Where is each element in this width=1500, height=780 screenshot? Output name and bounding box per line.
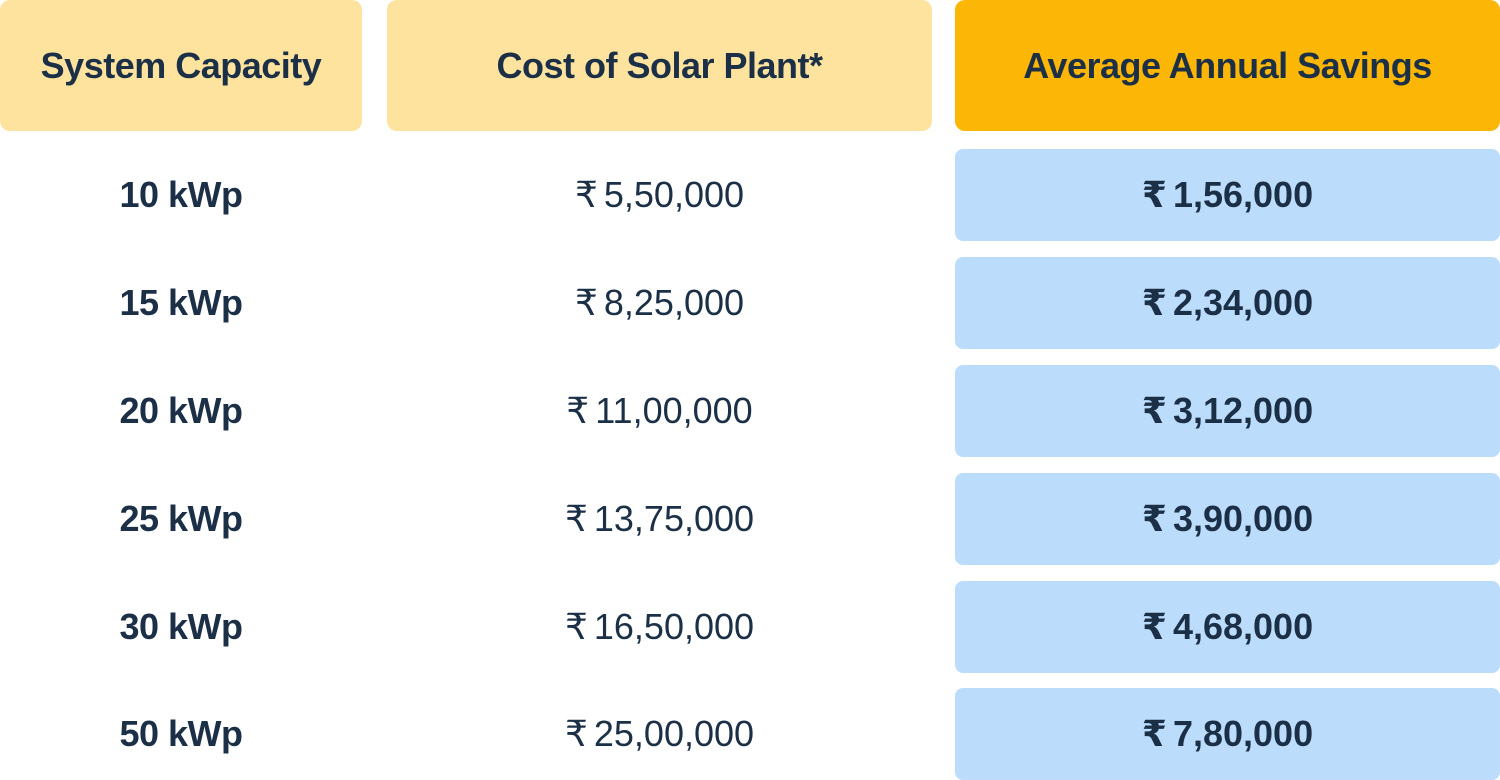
capacity-cell: 15 kWp <box>119 282 243 323</box>
rupee-symbol: ₹ <box>1141 390 1167 431</box>
table-row: 10 kWp ₹5,50,000 ₹1,56,000 <box>0 149 1500 241</box>
cost-value: 11,00,000 <box>595 390 753 431</box>
savings-value: 7,80,000 <box>1172 713 1314 754</box>
cost-value: 13,75,000 <box>593 498 755 539</box>
capacity-cell: 50 kWp <box>119 713 243 754</box>
savings-value: 1,56,000 <box>1172 174 1314 215</box>
rupee-symbol: ₹ <box>564 498 588 539</box>
table-row: 50 kWp ₹25,00,000 ₹7,80,000 <box>0 688 1500 780</box>
table-row: 15 kWp ₹8,25,000 ₹2,34,000 <box>0 257 1500 349</box>
savings-cell: ₹4,68,000 <box>955 581 1500 673</box>
savings-cell: ₹1,56,000 <box>955 149 1500 241</box>
capacity-cell: 20 kWp <box>119 390 243 431</box>
savings-cell: ₹3,12,000 <box>955 365 1500 457</box>
savings-cell: ₹7,80,000 <box>955 688 1500 780</box>
header-average-annual-savings: Average Annual Savings <box>955 0 1500 131</box>
savings-value: 4,68,000 <box>1172 606 1314 647</box>
capacity-cell: 30 kWp <box>119 606 243 647</box>
capacity-cell: 25 kWp <box>119 498 243 539</box>
rupee-symbol: ₹ <box>1141 606 1167 647</box>
rupee-symbol: ₹ <box>1141 282 1167 323</box>
rupee-symbol: ₹ <box>574 174 598 215</box>
rupee-symbol: ₹ <box>1141 498 1167 539</box>
cost-cell: ₹5,50,000 <box>387 149 932 241</box>
cost-value: 16,50,000 <box>593 606 755 647</box>
cost-value: 25,00,000 <box>593 713 755 754</box>
savings-value: 3,90,000 <box>1172 498 1314 539</box>
table-row: 25 kWp ₹13,75,000 ₹3,90,000 <box>0 473 1500 565</box>
header-cost-of-solar-plant: Cost of Solar Plant* <box>387 0 932 131</box>
rupee-symbol: ₹ <box>564 606 588 647</box>
cost-value: 5,50,000 <box>603 174 745 215</box>
rupee-symbol: ₹ <box>1141 713 1167 754</box>
cost-cell: ₹11,00,000 <box>387 365 932 457</box>
rupee-symbol: ₹ <box>1141 174 1167 215</box>
cost-cell: ₹8,25,000 <box>387 257 932 349</box>
rupee-symbol: ₹ <box>574 282 598 323</box>
rupee-symbol: ₹ <box>564 713 588 754</box>
savings-cell: ₹3,90,000 <box>955 473 1500 565</box>
cost-cell: ₹13,75,000 <box>387 473 932 565</box>
header-system-capacity: System Capacity <box>0 0 362 131</box>
cost-cell: ₹16,50,000 <box>387 581 932 673</box>
cost-cell: ₹25,00,000 <box>387 688 932 780</box>
capacity-cell: 10 kWp <box>119 174 243 215</box>
table-row: 30 kWp ₹16,50,000 ₹4,68,000 <box>0 581 1500 673</box>
savings-value: 3,12,000 <box>1172 390 1314 431</box>
savings-value: 2,34,000 <box>1172 282 1314 323</box>
cost-value: 8,25,000 <box>603 282 745 323</box>
table-row: 20 kWp ₹11,00,000 ₹3,12,000 <box>0 365 1500 457</box>
savings-cell: ₹2,34,000 <box>955 257 1500 349</box>
rupee-symbol: ₹ <box>566 390 590 431</box>
